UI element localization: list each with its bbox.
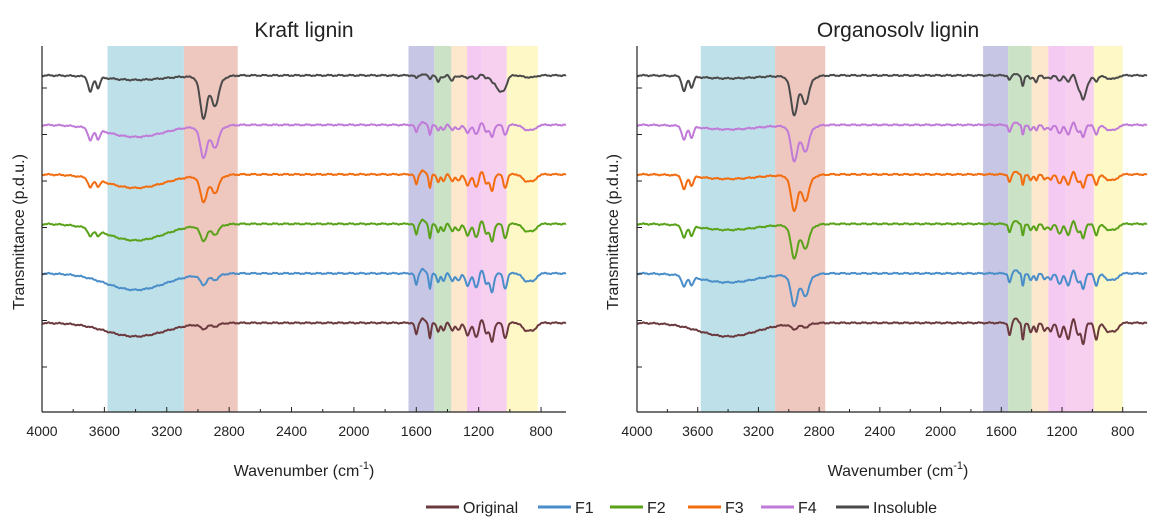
- legend-label-f3: F3: [725, 500, 744, 517]
- region-band-4: [1031, 46, 1049, 412]
- x-tick-label: 2400: [276, 423, 307, 439]
- region-band-2: [983, 46, 1009, 412]
- x-tick-label: 2400: [864, 423, 895, 439]
- x-tick-label: 2000: [338, 423, 369, 439]
- region-band-1: [183, 46, 238, 412]
- series-line-f1: [41, 267, 567, 294]
- x-axis-label-text: Wavenumber (cm: [234, 463, 360, 480]
- x-tick-label: 1200: [1046, 423, 1077, 439]
- series-line-f3: [636, 170, 1148, 212]
- y-axis-label: Transmittance (p.d.u.): [605, 154, 622, 310]
- x-tick-label: 2800: [804, 423, 835, 439]
- kraft-lignin-panel: Kraft lignin Transmittance (p.d.u.) Wave…: [11, 19, 567, 480]
- x-axis-label-close: ): [963, 463, 968, 480]
- region-band-2: [408, 46, 435, 412]
- series-line-insoluble: [636, 73, 1148, 117]
- legend-label-f2: F2: [647, 500, 666, 517]
- region-band-0: [107, 46, 184, 412]
- x-axis-label-superscript: -1: [359, 460, 369, 472]
- x-axis-label: Wavenumber (cm-1): [234, 460, 375, 480]
- x-axis-label: Wavenumber (cm-1): [828, 460, 969, 480]
- x-tick-label: 1200: [463, 423, 494, 439]
- x-axis-label-close: ): [369, 463, 374, 480]
- x-tick-label: 2000: [925, 423, 956, 439]
- region-band-1: [775, 46, 826, 412]
- series-line-f4: [41, 120, 567, 160]
- x-tick-label: 3200: [743, 423, 774, 439]
- x-tick-label: 3600: [682, 423, 713, 439]
- series-line-f3: [41, 169, 567, 204]
- x-axis-label-superscript: -1: [953, 460, 963, 472]
- series-line-f2: [41, 218, 567, 243]
- x-tick-label: 800: [529, 423, 553, 439]
- legend-label-insoluble: Insoluble: [873, 500, 937, 517]
- series-line-original: [41, 317, 567, 343]
- panel-title: Kraft lignin: [254, 19, 353, 42]
- x-tick-label: 4000: [26, 423, 57, 439]
- y-axis-label: Transmittance (p.d.u.): [11, 154, 28, 310]
- series-line-insoluble: [41, 73, 567, 120]
- legend: Original F1 F2 F3 F4 Insoluble: [426, 500, 937, 517]
- panel-title: Organosolv lignin: [817, 19, 979, 42]
- x-tick-label: 800: [1111, 423, 1135, 439]
- series-line-f4: [636, 121, 1148, 163]
- plot-area: 4000 3600 3200 2800 2400 2000 1600 1200 800: [26, 46, 567, 439]
- series-line-f1: [636, 269, 1148, 308]
- x-tick-label: 1600: [401, 423, 432, 439]
- x-axis-label-text: Wavenumber (cm: [828, 463, 954, 480]
- x-tick-label: 3600: [89, 423, 120, 439]
- legend-label-f4: F4: [798, 500, 817, 517]
- series-line-f2: [636, 220, 1148, 260]
- x-tick-label: 2800: [214, 423, 245, 439]
- x-tick-label: 1600: [986, 423, 1017, 439]
- x-tick-label: 4000: [621, 423, 652, 439]
- series-line-original: [636, 317, 1148, 346]
- legend-label-f1: F1: [575, 500, 594, 517]
- x-tick-label: 3200: [151, 423, 182, 439]
- organosolv-lignin-panel: Organosolv lignin Transmittance (p.d.u.)…: [605, 19, 1148, 480]
- plot-area: 4000 3600 3200 2800 2400 2000 1600 1200 800: [621, 46, 1148, 439]
- region-band-5: [466, 46, 482, 412]
- legend-label-original: Original: [463, 500, 518, 517]
